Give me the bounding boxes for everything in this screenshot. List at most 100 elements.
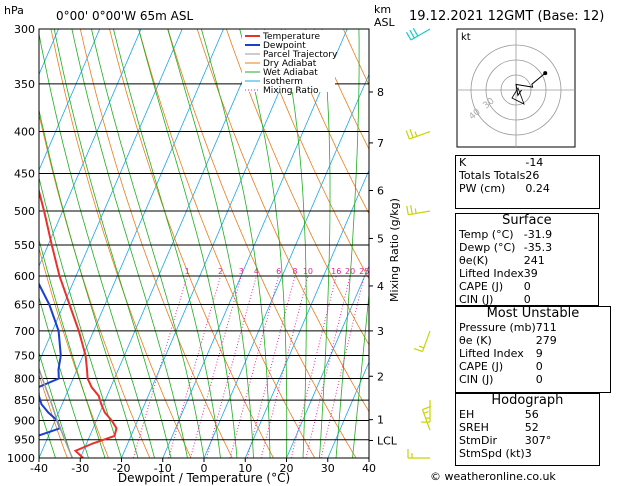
mixing-ratio-label: 8 bbox=[292, 267, 297, 276]
km-tick-label: 2 bbox=[377, 370, 384, 383]
wind-barb-shaft bbox=[421, 409, 431, 431]
wind-barb-flag bbox=[413, 347, 423, 353]
stat-row: Temp (°C) -31.9 bbox=[456, 228, 598, 241]
stat-label: Pressure (mb) bbox=[459, 321, 536, 334]
km-tick-label: 7 bbox=[377, 137, 384, 150]
stat-label: Temp (°C) bbox=[459, 228, 514, 241]
legend-entry: Mixing Ratio bbox=[263, 86, 319, 96]
stat-value: 39 bbox=[523, 267, 538, 280]
mixing-ratio-label: 20 bbox=[345, 267, 355, 276]
legend-entry: Isotherm bbox=[263, 77, 303, 87]
legend-entry: Wet Adiabat bbox=[263, 68, 318, 78]
mixing-ratio-label: 2 bbox=[218, 267, 223, 276]
indices-rows: K -14 Totals Totals 26 PW (cm) 0.24 bbox=[456, 156, 599, 195]
mixing-ratio-line bbox=[246, 275, 296, 458]
stat-row: K -14 bbox=[456, 156, 599, 169]
pressure-tick-label: 350 bbox=[14, 78, 35, 91]
pressure-tick-label: 500 bbox=[14, 205, 35, 218]
hodograph-rows: EH 56 SREH 52 StmDir 307° StmSpd (kt) 3 bbox=[456, 408, 599, 460]
stat-label: θe(K) bbox=[459, 254, 489, 267]
wind-barb-flag bbox=[422, 405, 432, 411]
wind-barb bbox=[406, 205, 431, 216]
stat-value: -14 bbox=[525, 156, 544, 169]
wind-barb-flag bbox=[414, 131, 418, 137]
stat-value: 0 bbox=[523, 293, 531, 306]
wet-adiabat-line bbox=[113, 29, 221, 458]
wind-barb-flag bbox=[410, 205, 413, 215]
wind-barb-flag bbox=[409, 29, 415, 39]
pressure-tick-label: 300 bbox=[14, 23, 35, 36]
km-tick-label: 1 bbox=[377, 414, 384, 427]
hpa-label: hPa bbox=[4, 4, 24, 17]
pressure-tick-label: 950 bbox=[14, 434, 35, 447]
stat-value: 279 bbox=[535, 334, 557, 347]
x-tick-label: 20 bbox=[280, 462, 294, 475]
storm-motion-marker bbox=[511, 87, 525, 105]
stat-value: -31.9 bbox=[523, 228, 553, 241]
stat-value: 711 bbox=[535, 321, 557, 334]
x-axis-label: Dewpoint / Temperature (°C) bbox=[118, 471, 290, 485]
mixing-ratio-axis-label: Mixing Ratio (g/kg) bbox=[388, 198, 401, 302]
wind-barb-flag bbox=[412, 27, 419, 37]
hodograph-endpoint bbox=[543, 71, 548, 76]
stat-row: θe (K) 279 bbox=[456, 334, 610, 347]
wet-adiabat-line bbox=[39, 351, 73, 458]
dewpoint-line bbox=[39, 282, 62, 437]
stat-label: SREH bbox=[459, 421, 489, 434]
stat-label: StmDir bbox=[459, 434, 498, 447]
km-tick-label: 4 bbox=[377, 280, 384, 293]
pressure-tick-label: 400 bbox=[14, 126, 35, 139]
most-unstable-panel: Most Unstable Pressure (mb) 711 θe (K) 279 L… bbox=[455, 306, 611, 393]
stat-value: 3 bbox=[524, 447, 532, 460]
legend-entry: Parcel Trajectory bbox=[263, 50, 338, 60]
dry-adiabat-line bbox=[39, 373, 68, 458]
stat-row: CIN (J) 0 bbox=[456, 373, 610, 386]
wind-barb bbox=[421, 405, 432, 431]
stat-label: Dewp (°C) bbox=[459, 241, 516, 254]
surface-title: Surface bbox=[502, 213, 552, 228]
stat-value: 241 bbox=[523, 254, 545, 267]
surface-panel: Surface Temp (°C) -31.9 Dewp (°C) -35.3 θe(K… bbox=[455, 213, 599, 306]
wind-barb-shaft bbox=[421, 330, 431, 352]
pressure-tick-label: 750 bbox=[14, 349, 35, 362]
isotherm-line bbox=[203, 73, 369, 458]
hodograph-panel: Hodograph EH 56 SREH 52 StmDir 307° StmSpd (kt… bbox=[455, 393, 600, 466]
wet-adiabat-line bbox=[71, 29, 188, 458]
pressure-tick-label: 900 bbox=[14, 414, 35, 427]
stat-label: CIN (J) bbox=[459, 293, 494, 306]
pressure-tick-label: 1000 bbox=[7, 452, 35, 465]
wind-barb-flag bbox=[414, 208, 417, 214]
isotherm-line bbox=[162, 29, 348, 458]
most-unstable-title: Most Unstable bbox=[486, 306, 580, 321]
mixing-ratio-line bbox=[168, 275, 222, 458]
stat-label: EH bbox=[459, 408, 475, 421]
stat-row: Totals Totals 26 bbox=[456, 169, 599, 182]
x-tick-label: -30 bbox=[71, 462, 89, 475]
x-tick-label: 0 bbox=[201, 462, 208, 475]
stat-row: StmSpd (kt) 3 bbox=[456, 447, 599, 460]
wet-adiabat-line bbox=[39, 404, 56, 458]
stat-row: Lifted Index 9 bbox=[456, 347, 610, 360]
hodograph-title: Hodograph bbox=[491, 393, 564, 408]
x-tick-label: -20 bbox=[113, 462, 131, 475]
mixing-ratio-label: 10 bbox=[303, 267, 313, 276]
stat-row: Lifted Index 39 bbox=[456, 267, 598, 280]
most-unstable-rows: Pressure (mb) 711 θe (K) 279 Lifted Index 9 CA… bbox=[456, 321, 610, 386]
wind-barb-flag bbox=[405, 31, 412, 41]
km-tick-label: 3 bbox=[377, 325, 384, 338]
km-tick-label: 8 bbox=[377, 86, 384, 99]
wind-barb-shaft bbox=[410, 28, 431, 41]
mixing-ratio-line bbox=[260, 275, 309, 458]
stat-value: 0 bbox=[523, 280, 531, 293]
wind-barb bbox=[407, 449, 430, 459]
stat-row: EH 56 bbox=[456, 408, 599, 421]
x-tick-label: -10 bbox=[154, 462, 172, 475]
mixing-ratio-label: 16 bbox=[331, 267, 341, 276]
stat-row: CIN (J) 0 bbox=[456, 293, 598, 306]
stat-row: StmDir 307° bbox=[456, 434, 599, 447]
hodograph-unit-label: kt bbox=[461, 32, 471, 43]
asl-label: ASL bbox=[374, 16, 396, 29]
isotherm-line bbox=[286, 265, 369, 458]
